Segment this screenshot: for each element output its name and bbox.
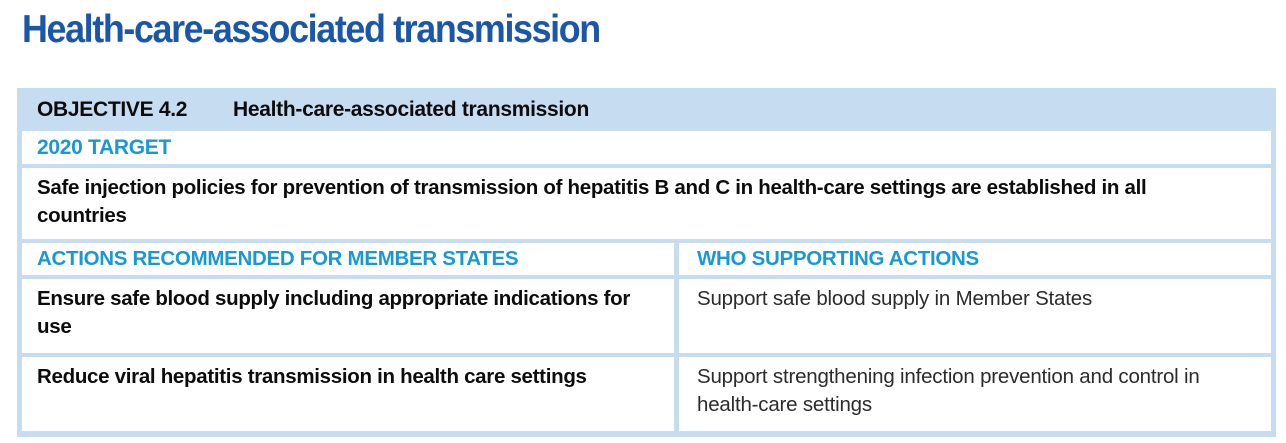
objective-header-row: OBJECTIVE 4.2 Health-care-associated tra… [22,88,1271,131]
objective-number-label: OBJECTIVE 4.2 [37,97,188,121]
support-text: Support safe blood supply in Member Stat… [697,287,1092,310]
page-title: Health-care-associated transmission [22,8,601,51]
who-column-header: WHO SUPPORTING ACTIONS [697,247,979,270]
member-states-column-header: ACTIONS RECOMMENDED FOR MEMBER STATES [37,247,519,270]
target-heading: 2020 TARGET [37,135,172,159]
member-states-header-cell: ACTIONS RECOMMENDED FOR MEMBER STATES [22,243,679,275]
objective-table: OBJECTIVE 4.2 Health-care-associated tra… [17,88,1276,437]
target-text-row: Safe injection policies for prevention o… [22,168,1271,243]
support-cell: Support safe blood supply in Member Stat… [679,279,1266,353]
column-headers-row: ACTIONS RECOMMENDED FOR MEMBER STATES WH… [22,243,1271,279]
action-cell: Ensure safe blood supply including appro… [22,279,679,353]
table-row: Ensure safe blood supply including appro… [22,279,1271,357]
action-text: Reduce viral hepatitis transmission in h… [37,365,587,388]
target-heading-row: 2020 TARGET [22,131,1271,168]
objective-title: Health-care-associated transmission [233,97,589,121]
action-text: Ensure safe blood supply including appro… [37,287,631,338]
action-cell: Reduce viral hepatitis transmission in h… [22,357,679,431]
who-header-cell: WHO SUPPORTING ACTIONS [679,243,1266,275]
support-cell: Support strengthening infection preventi… [679,357,1266,431]
target-text: Safe injection policies for prevention o… [37,176,1147,227]
support-text: Support strengthening infection preventi… [697,365,1200,416]
table-row: Reduce viral hepatitis transmission in h… [22,357,1271,431]
